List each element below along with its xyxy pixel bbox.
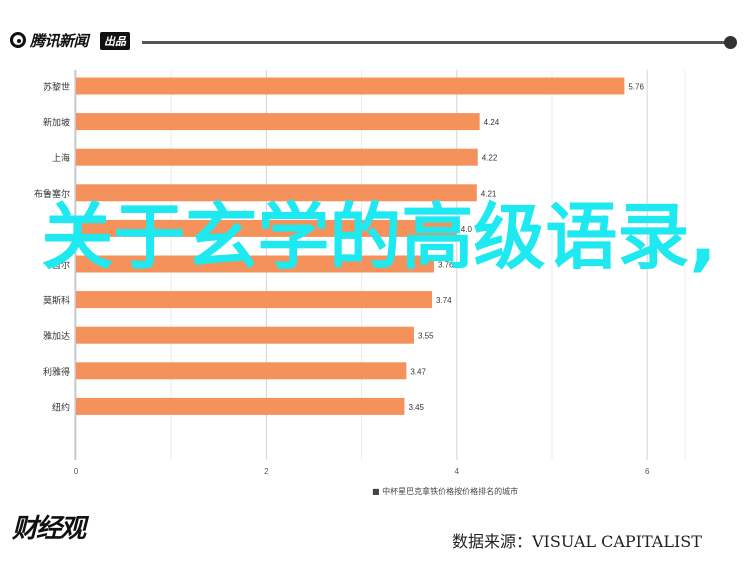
overlay-title: 关于玄学的高级语录,: [41, 195, 717, 279]
value-label-9: 3.45: [408, 403, 424, 412]
bar-5: [76, 255, 434, 273]
value-label-1: 4.24: [484, 118, 500, 127]
category-label-2: 上海: [52, 152, 70, 164]
brand-tag: 出品: [100, 32, 130, 50]
category-label-7: 雅加达: [43, 330, 70, 342]
brand-name: 腾讯新闻: [30, 32, 89, 50]
category-label-8: 利雅得: [43, 366, 70, 378]
value-label-4: 4.0: [461, 225, 473, 234]
bar-7: [76, 326, 414, 344]
data-source: 数据来源：VISUAL CAPITALIST: [452, 532, 702, 551]
bar-6: [76, 291, 433, 309]
value-label-0: 5.76: [628, 83, 644, 92]
x-tick-label-0: 0: [74, 467, 79, 476]
bar-3: [76, 184, 477, 202]
x-tick-label-3: 6: [645, 467, 650, 476]
header-divider: [142, 41, 730, 44]
footer-logo: 财经观: [12, 514, 86, 544]
x-axis-label: ■ 中杯星巴克拿铁价格按价格排名的城市: [372, 486, 518, 496]
bar-8: [76, 362, 407, 380]
category-label-3: 布鲁塞尔: [34, 188, 70, 200]
category-label-6: 莫斯科: [43, 295, 70, 307]
header-dot-icon: [724, 36, 737, 49]
value-label-8: 3.47: [410, 367, 426, 376]
value-label-6: 3.74: [436, 296, 452, 305]
bar-0: [76, 77, 625, 95]
x-tick-label-1: 2: [264, 467, 269, 476]
bar-2: [76, 148, 478, 166]
bar-1: [76, 113, 480, 131]
category-label-5: 首尔: [52, 259, 70, 271]
value-label-2: 4.22: [482, 154, 498, 163]
x-tick-label-2: 4: [455, 467, 460, 476]
category-label-1: 新加坡: [43, 117, 70, 129]
value-label-7: 3.55: [418, 332, 434, 341]
bar-4: [76, 219, 457, 237]
tencent-news-logo-icon: [10, 32, 26, 48]
header: 腾讯新闻 出品: [0, 26, 750, 60]
value-label-5: 3.76: [438, 261, 454, 270]
value-label-3: 4.21: [481, 189, 497, 198]
category-label-9: 纽约: [52, 401, 70, 413]
category-label-0: 苏黎世: [43, 81, 70, 93]
bar-9: [76, 397, 405, 415]
